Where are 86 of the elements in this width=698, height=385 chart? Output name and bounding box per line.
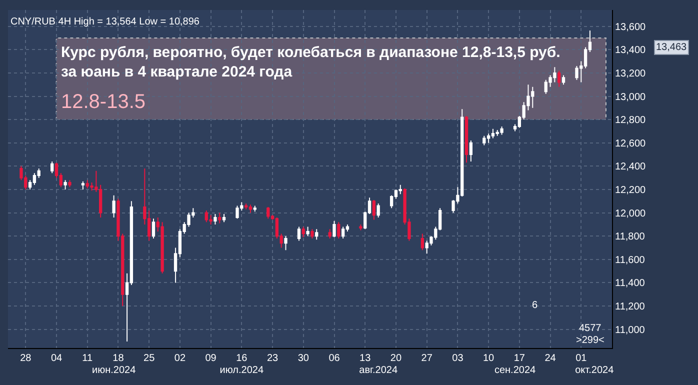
annotation: 6 <box>532 300 538 311</box>
y-tick-label: 11,200 <box>615 302 646 313</box>
x-tick-label: 24 <box>544 353 556 364</box>
candlestick <box>398 184 402 195</box>
candlestick <box>491 128 495 139</box>
x-tick-label: 27 <box>421 353 433 364</box>
candlestick <box>64 180 67 190</box>
candlestick <box>50 161 54 174</box>
candlestick <box>469 140 472 162</box>
y-tick-label: 13,000 <box>615 92 646 103</box>
x-tick-label: 16 <box>236 353 248 364</box>
y-tick-label: 12,800 <box>615 115 646 126</box>
candlestick <box>315 228 318 240</box>
candlestick <box>214 213 217 225</box>
x2-tick-label: окт.2024 <box>575 365 614 376</box>
candlestick <box>253 205 256 212</box>
candlestick <box>218 212 222 224</box>
candlestick <box>332 220 336 238</box>
candlestick <box>306 226 310 237</box>
y-tick-label: 11,400 <box>615 278 646 290</box>
y-tick-label: 12,400 <box>615 162 646 173</box>
x-tick-label: 06 <box>328 353 340 364</box>
y-tick-label: 12,600 <box>615 138 646 150</box>
x-tick-label: 13 <box>360 353 372 364</box>
y-tick-label: 13,200 <box>615 68 646 80</box>
y-tick-label: 11,000 <box>615 324 646 336</box>
x-tick-label: 20 <box>390 353 402 364</box>
candlestick <box>160 222 164 274</box>
x-tick-label: 17 <box>514 353 526 364</box>
annotation: 4577 <box>579 323 602 334</box>
candlestick <box>81 180 85 190</box>
candlestick <box>236 205 239 220</box>
candlestick <box>376 202 380 218</box>
candlestick <box>359 224 362 231</box>
x2-tick-label: сен.2024 <box>494 365 536 376</box>
candlestick <box>244 202 248 210</box>
candlestick <box>297 226 301 242</box>
x-tick-label: 02 <box>174 353 186 364</box>
annotation: >299< <box>576 335 605 346</box>
candlestick <box>328 228 332 239</box>
x-tick-label: 25 <box>144 353 156 364</box>
x-tick-label: 03 <box>452 353 464 364</box>
candlestick <box>575 65 578 80</box>
x2-tick-label: июн.2024 <box>92 365 136 376</box>
y-tick-label: 12,200 <box>615 184 646 196</box>
x-tick-label: 04 <box>50 353 62 364</box>
text: CNY/RUB 4H High = 13,564 Low = 10,896 <box>10 16 200 28</box>
y-tick-label: 11,800 <box>615 232 646 243</box>
x-tick-label: 10 <box>482 353 495 364</box>
text: 13,463 <box>656 42 688 53</box>
annotation: Курс рубля, вероятно, будет колебаться в диапазоне 12,8-13,5 руб. за юань в 4 квартале 2024 года <box>61 44 560 80</box>
candlestick <box>558 70 561 88</box>
x-tick-label: 01 <box>576 353 588 364</box>
candlestick <box>248 204 252 214</box>
x-tick-label: 28 <box>20 353 32 364</box>
y-tick-label: 13,400 <box>615 45 646 56</box>
candlestick <box>152 218 156 239</box>
x-tick-label: 18 <box>112 353 124 364</box>
candlestick <box>266 206 270 220</box>
candlestick <box>310 228 314 239</box>
candlestick <box>486 133 490 144</box>
candlestick <box>372 199 376 220</box>
candlestick <box>562 74 566 86</box>
x-tick-label: 23 <box>266 353 279 364</box>
band-label: 12.8-13.5 <box>61 91 146 113</box>
candlestick <box>112 194 116 218</box>
candlestick <box>302 226 305 238</box>
x2-tick-label: авг.2024 <box>359 365 398 376</box>
candlestick <box>209 214 212 225</box>
x2-tick-label: июл.2024 <box>220 365 264 376</box>
candlestick <box>337 222 340 239</box>
y-tick-label: 12,000 <box>615 208 646 220</box>
candlestick <box>482 135 486 146</box>
y-tick-label: 11,600 <box>615 254 646 266</box>
candlestick <box>420 233 424 251</box>
candlestick <box>500 126 504 136</box>
x-tick-label: 30 <box>298 353 310 364</box>
candlestick <box>32 172 36 186</box>
candlestick <box>222 213 226 223</box>
y-tick-label: 13,600 <box>615 22 646 33</box>
candlestick <box>341 226 345 239</box>
candlestick <box>284 236 288 251</box>
candlestick <box>68 180 72 188</box>
x-tick-label: 09 <box>205 353 217 364</box>
candlestick <box>464 116 468 164</box>
x-tick-label: 11 <box>82 353 93 364</box>
